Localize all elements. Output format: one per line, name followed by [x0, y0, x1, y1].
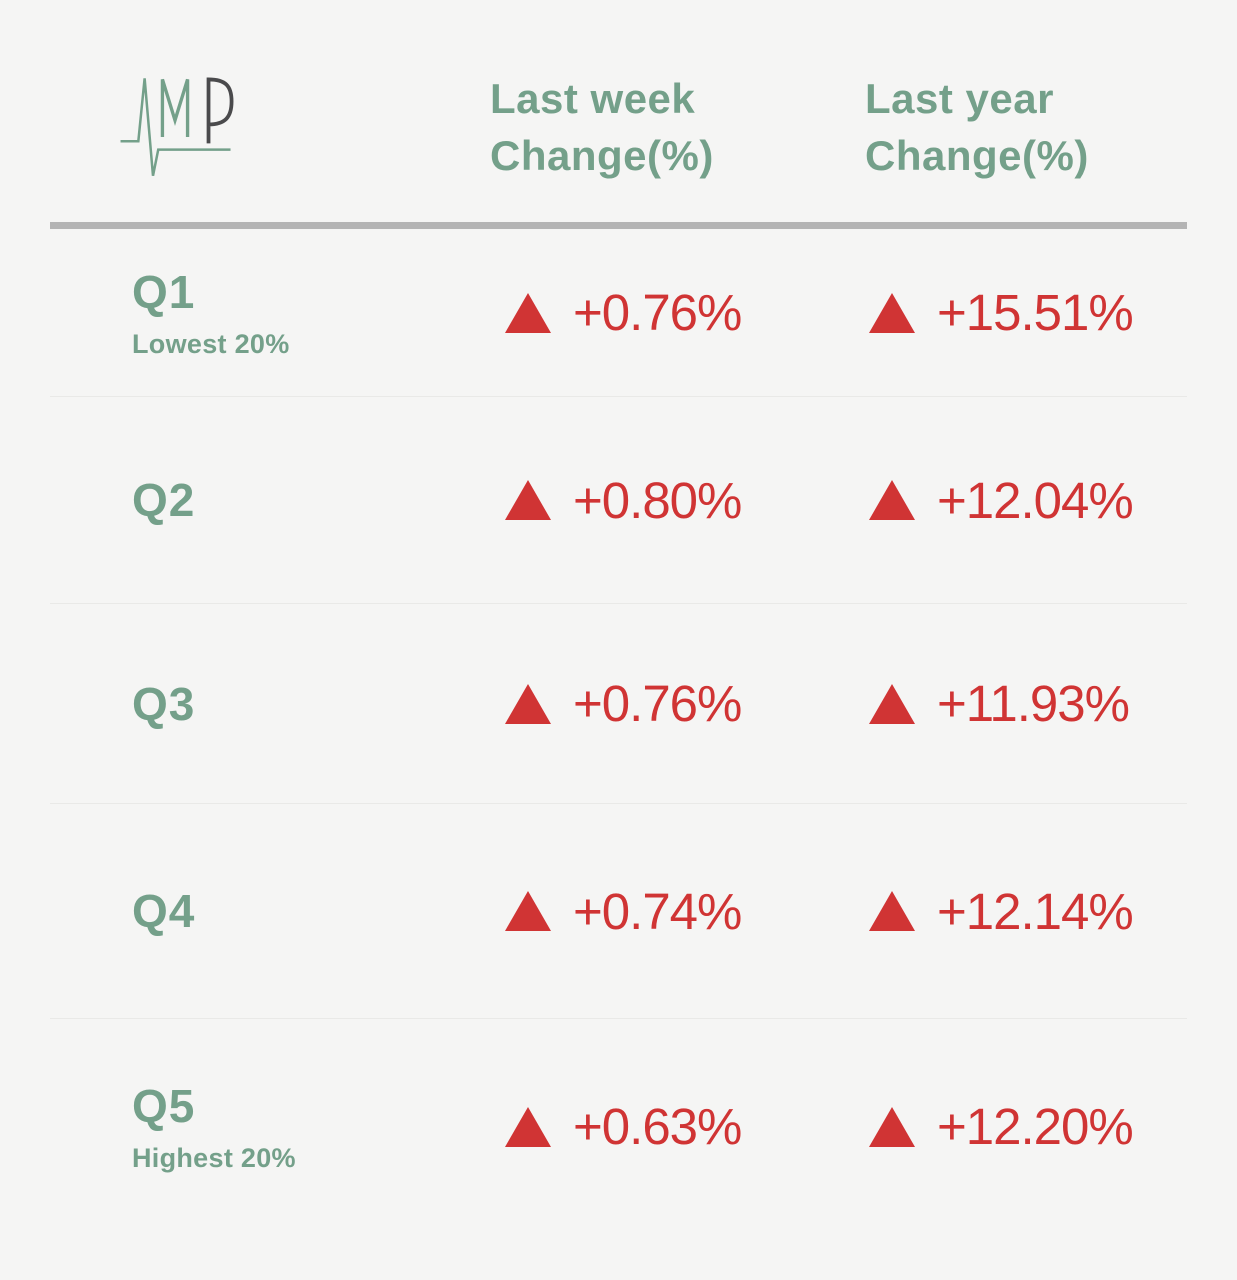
quintile-label: Q4: [132, 885, 196, 937]
quintile-label: Q3: [132, 677, 196, 730]
up-triangle-icon: [505, 891, 551, 931]
quintile-cell: Q4: [50, 884, 490, 938]
year-change-cell: +15.51%: [865, 283, 1187, 342]
year-change-value: +12.04%: [937, 471, 1134, 529]
year-change-value: +15.51%: [937, 284, 1134, 341]
week-change-cell: +0.80%: [490, 471, 865, 530]
year-change-cell: +12.14%: [865, 882, 1187, 941]
up-triangle-icon: [505, 292, 551, 333]
up-triangle-icon: [869, 1106, 915, 1147]
quintile-cell: Q1 Lowest 20%: [50, 265, 490, 360]
quintile-label: Q2: [132, 474, 196, 526]
week-change-value: +0.63%: [573, 1098, 742, 1155]
table-row-q2: Q2 +0.80% +12.04%: [50, 397, 1187, 604]
quintile-cell: Q2: [50, 473, 490, 527]
quintile-cell: Q5 Highest 20%: [50, 1079, 490, 1174]
up-triangle-icon: [869, 891, 915, 931]
week-change-cell: +0.74%: [490, 882, 865, 941]
week-change-cell: +0.76%: [490, 674, 865, 733]
quintile-cell: Q3: [50, 677, 490, 731]
column-header-last-week: Last week Change(%): [490, 70, 865, 184]
year-change-value: +12.14%: [937, 882, 1134, 940]
column-header-line: Change(%): [865, 132, 1089, 180]
up-triangle-icon: [869, 292, 915, 333]
up-triangle-icon: [869, 480, 915, 520]
column-header-line: Change(%): [490, 132, 714, 180]
week-change-value: +0.80%: [573, 471, 742, 529]
table-row-q5: Q5 Highest 20% +0.63% +12.20%: [50, 1019, 1187, 1279]
up-triangle-icon: [869, 683, 915, 724]
week-change-value: +0.76%: [573, 284, 742, 341]
quintile-label: Q5: [132, 1080, 196, 1132]
logo: [50, 70, 490, 180]
column-header-line: Last year: [865, 75, 1054, 122]
up-triangle-icon: [505, 480, 551, 520]
quintile-sublabel: Lowest 20%: [132, 329, 290, 359]
week-change-value: +0.74%: [573, 882, 742, 940]
week-change-cell: +0.63%: [490, 1097, 865, 1156]
table-row-q3: Q3 +0.76% +11.93%: [50, 604, 1187, 804]
year-change-cell: +12.20%: [865, 1097, 1187, 1156]
quintile-sublabel: Highest 20%: [132, 1143, 296, 1173]
week-change-cell: +0.76%: [490, 283, 865, 342]
year-change-value: +11.93%: [937, 675, 1130, 732]
column-header-last-year: Last year Change(%): [865, 70, 1187, 184]
table-header: Last week Change(%) Last year Change(%): [50, 0, 1187, 222]
header-divider: [50, 222, 1187, 229]
quintile-label: Q1: [132, 266, 196, 318]
up-triangle-icon: [505, 683, 551, 724]
year-change-cell: +12.04%: [865, 471, 1187, 530]
table-row-q4: Q4 +0.74% +12.14%: [50, 804, 1187, 1019]
table-row-q1: Q1 Lowest 20% +0.76% +15.51%: [50, 229, 1187, 397]
pulse-logo-icon: [120, 77, 234, 177]
up-triangle-icon: [505, 1106, 551, 1147]
year-change-cell: +11.93%: [865, 674, 1187, 733]
year-change-value: +12.20%: [937, 1098, 1134, 1155]
week-change-value: +0.76%: [573, 675, 742, 732]
column-header-line: Last week: [490, 75, 696, 122]
